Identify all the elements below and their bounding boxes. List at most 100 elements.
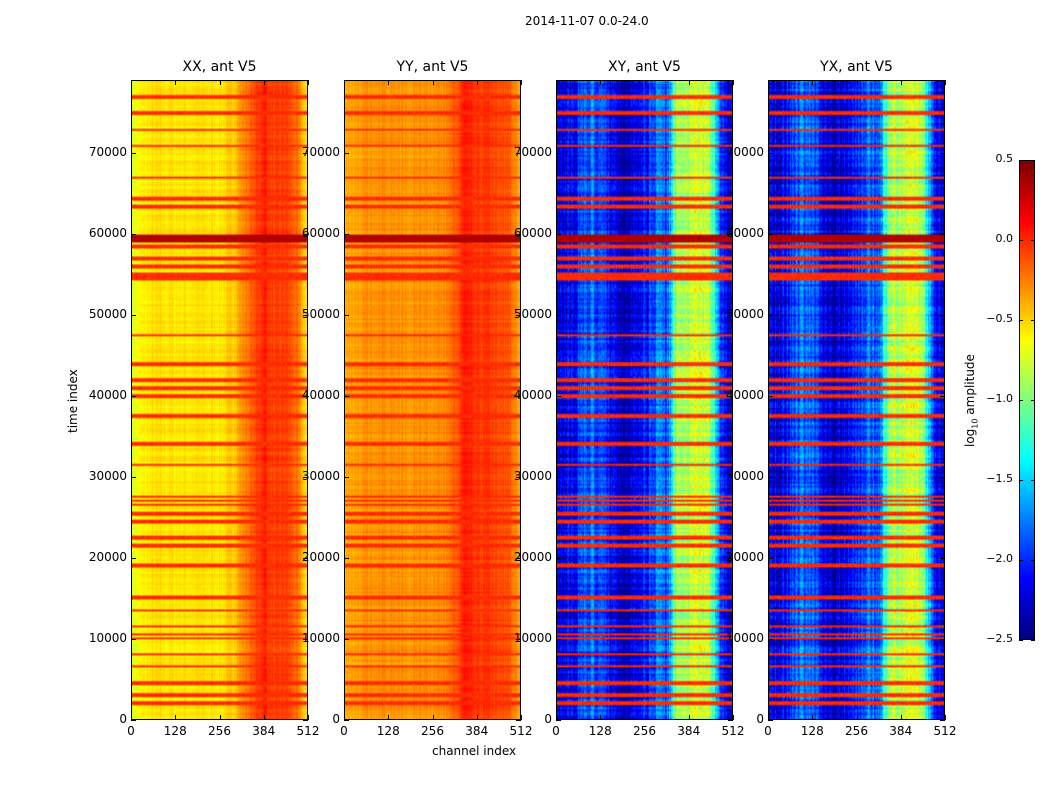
x-tick-label: 512 xyxy=(721,724,745,738)
y-tick-mark xyxy=(303,720,308,721)
x-tick-mark xyxy=(308,715,309,720)
colorbar-tick-label: −2.0 xyxy=(986,552,1013,565)
x-tick-mark xyxy=(600,80,602,85)
x-tick-mark xyxy=(521,80,522,85)
x-tick-mark xyxy=(344,80,345,85)
x-tick-mark xyxy=(644,715,646,720)
colorbar-tick-label: 0.5 xyxy=(995,152,1014,165)
heatmap-panel-xy xyxy=(556,80,733,720)
x-axis-label: channel index xyxy=(432,744,517,758)
y-tick-mark xyxy=(768,720,773,721)
y-tick-mark xyxy=(728,638,733,640)
y-tick-mark xyxy=(768,233,773,235)
y-tick-mark xyxy=(728,152,733,154)
y-tick-mark xyxy=(728,557,733,559)
x-tick-mark xyxy=(432,715,434,720)
y-tick-mark xyxy=(556,152,561,154)
y-tick-label: 0 xyxy=(332,712,340,726)
y-tick-label: 20000 xyxy=(513,549,552,564)
x-tick-mark xyxy=(733,80,734,85)
y-tick-mark xyxy=(516,233,521,235)
y-tick-mark xyxy=(728,314,733,316)
panel-title-yx: YX, ant V5 xyxy=(820,59,893,75)
y-tick-label: 10000 xyxy=(301,630,340,645)
x-tick-mark xyxy=(131,80,132,85)
y-tick-mark xyxy=(131,476,136,478)
x-tick-mark xyxy=(175,715,177,720)
colorbar-tick-label: −2.5 xyxy=(986,632,1013,645)
colorbar-label-sub: 10 xyxy=(970,418,980,429)
y-tick-mark xyxy=(516,638,521,640)
colorbar-tick-label: 0.0 xyxy=(995,232,1014,245)
y-tick-label: 40000 xyxy=(725,387,764,402)
panel-title-xx: XX, ant V5 xyxy=(182,59,257,75)
x-tick-mark xyxy=(644,80,646,85)
y-tick-mark xyxy=(728,476,733,478)
y-tick-mark xyxy=(940,395,945,397)
colorbar-tick-mark xyxy=(1019,480,1023,481)
y-tick-mark xyxy=(303,638,308,640)
x-tick-mark xyxy=(768,80,769,85)
y-tick-mark xyxy=(768,476,773,478)
y-tick-mark xyxy=(344,476,349,478)
y-tick-mark xyxy=(131,638,136,640)
x-tick-mark xyxy=(219,80,221,85)
y-tick-mark xyxy=(516,395,521,397)
y-tick-label: 40000 xyxy=(513,387,552,402)
y-tick-label: 30000 xyxy=(301,468,340,483)
y-tick-label: 70000 xyxy=(88,144,127,159)
x-tick-mark xyxy=(308,80,309,85)
y-tick-label: 10000 xyxy=(513,630,552,645)
x-tick-label: 256 xyxy=(208,724,231,738)
x-tick-label: 512 xyxy=(509,724,533,738)
y-tick-mark xyxy=(556,476,561,478)
colorbar-tick-mark xyxy=(1031,400,1035,401)
colorbar-tick-mark xyxy=(1019,640,1023,641)
colorbar-tick-mark xyxy=(1031,640,1035,641)
colorbar-label-rest: amplitude xyxy=(963,354,977,419)
heatmap-panel-xx xyxy=(131,80,308,720)
x-tick-mark xyxy=(388,715,390,720)
colorbar-tick-label: −1.0 xyxy=(986,392,1013,405)
y-tick-mark xyxy=(728,233,733,235)
x-tick-mark xyxy=(476,715,478,720)
x-tick-mark xyxy=(131,715,132,720)
x-tick-mark xyxy=(688,715,690,720)
x-tick-mark xyxy=(900,80,902,85)
y-tick-label: 0 xyxy=(119,712,127,726)
colorbar-tick-mark xyxy=(1019,320,1023,321)
y-tick-label: 50000 xyxy=(725,306,764,321)
x-tick-label: 128 xyxy=(376,724,400,738)
x-tick-mark xyxy=(856,80,858,85)
y-tick-mark xyxy=(303,314,308,316)
heatmap-panel-yx xyxy=(768,80,945,720)
x-tick-mark xyxy=(219,715,221,720)
y-tick-label: 60000 xyxy=(301,225,340,240)
x-tick-mark xyxy=(945,715,946,720)
x-tick-mark xyxy=(600,715,602,720)
x-tick-mark xyxy=(432,80,434,85)
colorbar-tick-mark xyxy=(1019,240,1023,241)
x-tick-mark xyxy=(521,715,522,720)
colorbar-tick-mark xyxy=(1031,480,1035,481)
y-tick-mark xyxy=(303,557,308,559)
y-tick-mark xyxy=(516,476,521,478)
y-tick-mark xyxy=(768,395,773,397)
colorbar-tick-mark xyxy=(1031,560,1035,561)
y-tick-mark xyxy=(556,557,561,559)
y-axis-label: time index xyxy=(66,369,80,433)
x-tick-mark xyxy=(388,80,390,85)
x-tick-label: 384 xyxy=(889,724,913,738)
y-tick-label: 60000 xyxy=(88,225,127,240)
heatmap-image-xy xyxy=(557,81,732,719)
x-tick-mark xyxy=(344,715,345,720)
y-tick-mark xyxy=(344,720,349,721)
y-tick-mark xyxy=(940,314,945,316)
x-tick-label: 128 xyxy=(163,724,187,738)
heatmap-image-xx xyxy=(132,81,307,719)
y-tick-mark xyxy=(940,233,945,235)
y-tick-mark xyxy=(768,638,773,640)
y-tick-mark xyxy=(344,638,349,640)
x-tick-label: 384 xyxy=(465,724,489,738)
y-tick-mark xyxy=(303,395,308,397)
